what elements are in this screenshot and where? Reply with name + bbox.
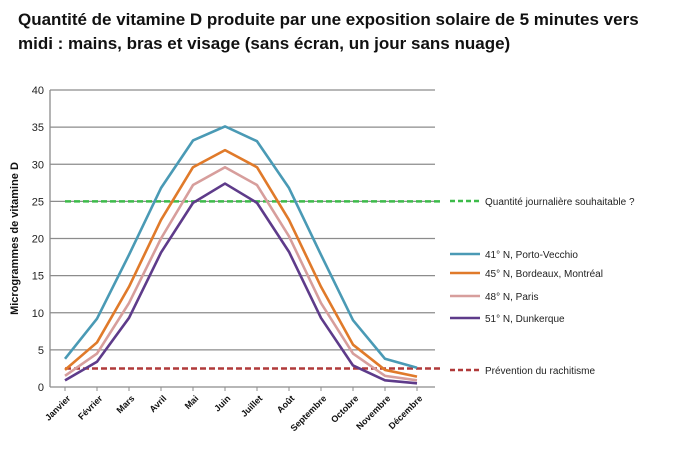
y-tick-label: 10 [32, 308, 44, 320]
legend-label: 45° N, Bordeaux, Montréal [485, 269, 603, 280]
x-tick-label: Août [275, 393, 297, 415]
y-tick-label: 30 [32, 159, 44, 171]
series-line [64, 148, 418, 378]
x-tick-label: Avril [147, 393, 168, 414]
x-tick-label: Juillet [239, 393, 264, 418]
y-tick-label: 20 [32, 234, 44, 246]
legend-label: Prévention du rachitisme [485, 366, 595, 377]
x-tick-label: Mars [114, 393, 136, 415]
y-axis-title: Microgrammes de vitamine D [9, 162, 21, 315]
y-tick-label: 25 [32, 196, 44, 208]
series-line [64, 182, 418, 385]
legend-label: Quantité journalière souhaitable ? [485, 197, 635, 208]
x-tick-label: Janvier [43, 393, 73, 423]
x-tick-label: Juin [212, 393, 232, 413]
series-line [64, 165, 418, 382]
x-tick-label: Mai [183, 393, 201, 411]
y-tick-label: 5 [38, 345, 44, 357]
legend-label: 48° N, Paris [485, 292, 538, 303]
x-tick-label: Octobre [329, 393, 360, 424]
y-tick-label: 40 [32, 85, 44, 97]
legend-label: 41° N, Porto-Vecchio [485, 250, 578, 261]
x-tick-label: Février [76, 393, 105, 422]
chart-title: Quantité de vitamine D produite par une … [18, 10, 639, 53]
y-tick-label: 0 [38, 382, 44, 394]
y-tick-label: 35 [32, 122, 44, 134]
legend-label: 51° N, Dunkerque [485, 314, 565, 325]
x-tick-label: Décembre [387, 393, 425, 431]
x-tick-label: Novembre [354, 393, 392, 431]
series-line [63, 125, 418, 369]
y-tick-label: 15 [32, 271, 44, 283]
